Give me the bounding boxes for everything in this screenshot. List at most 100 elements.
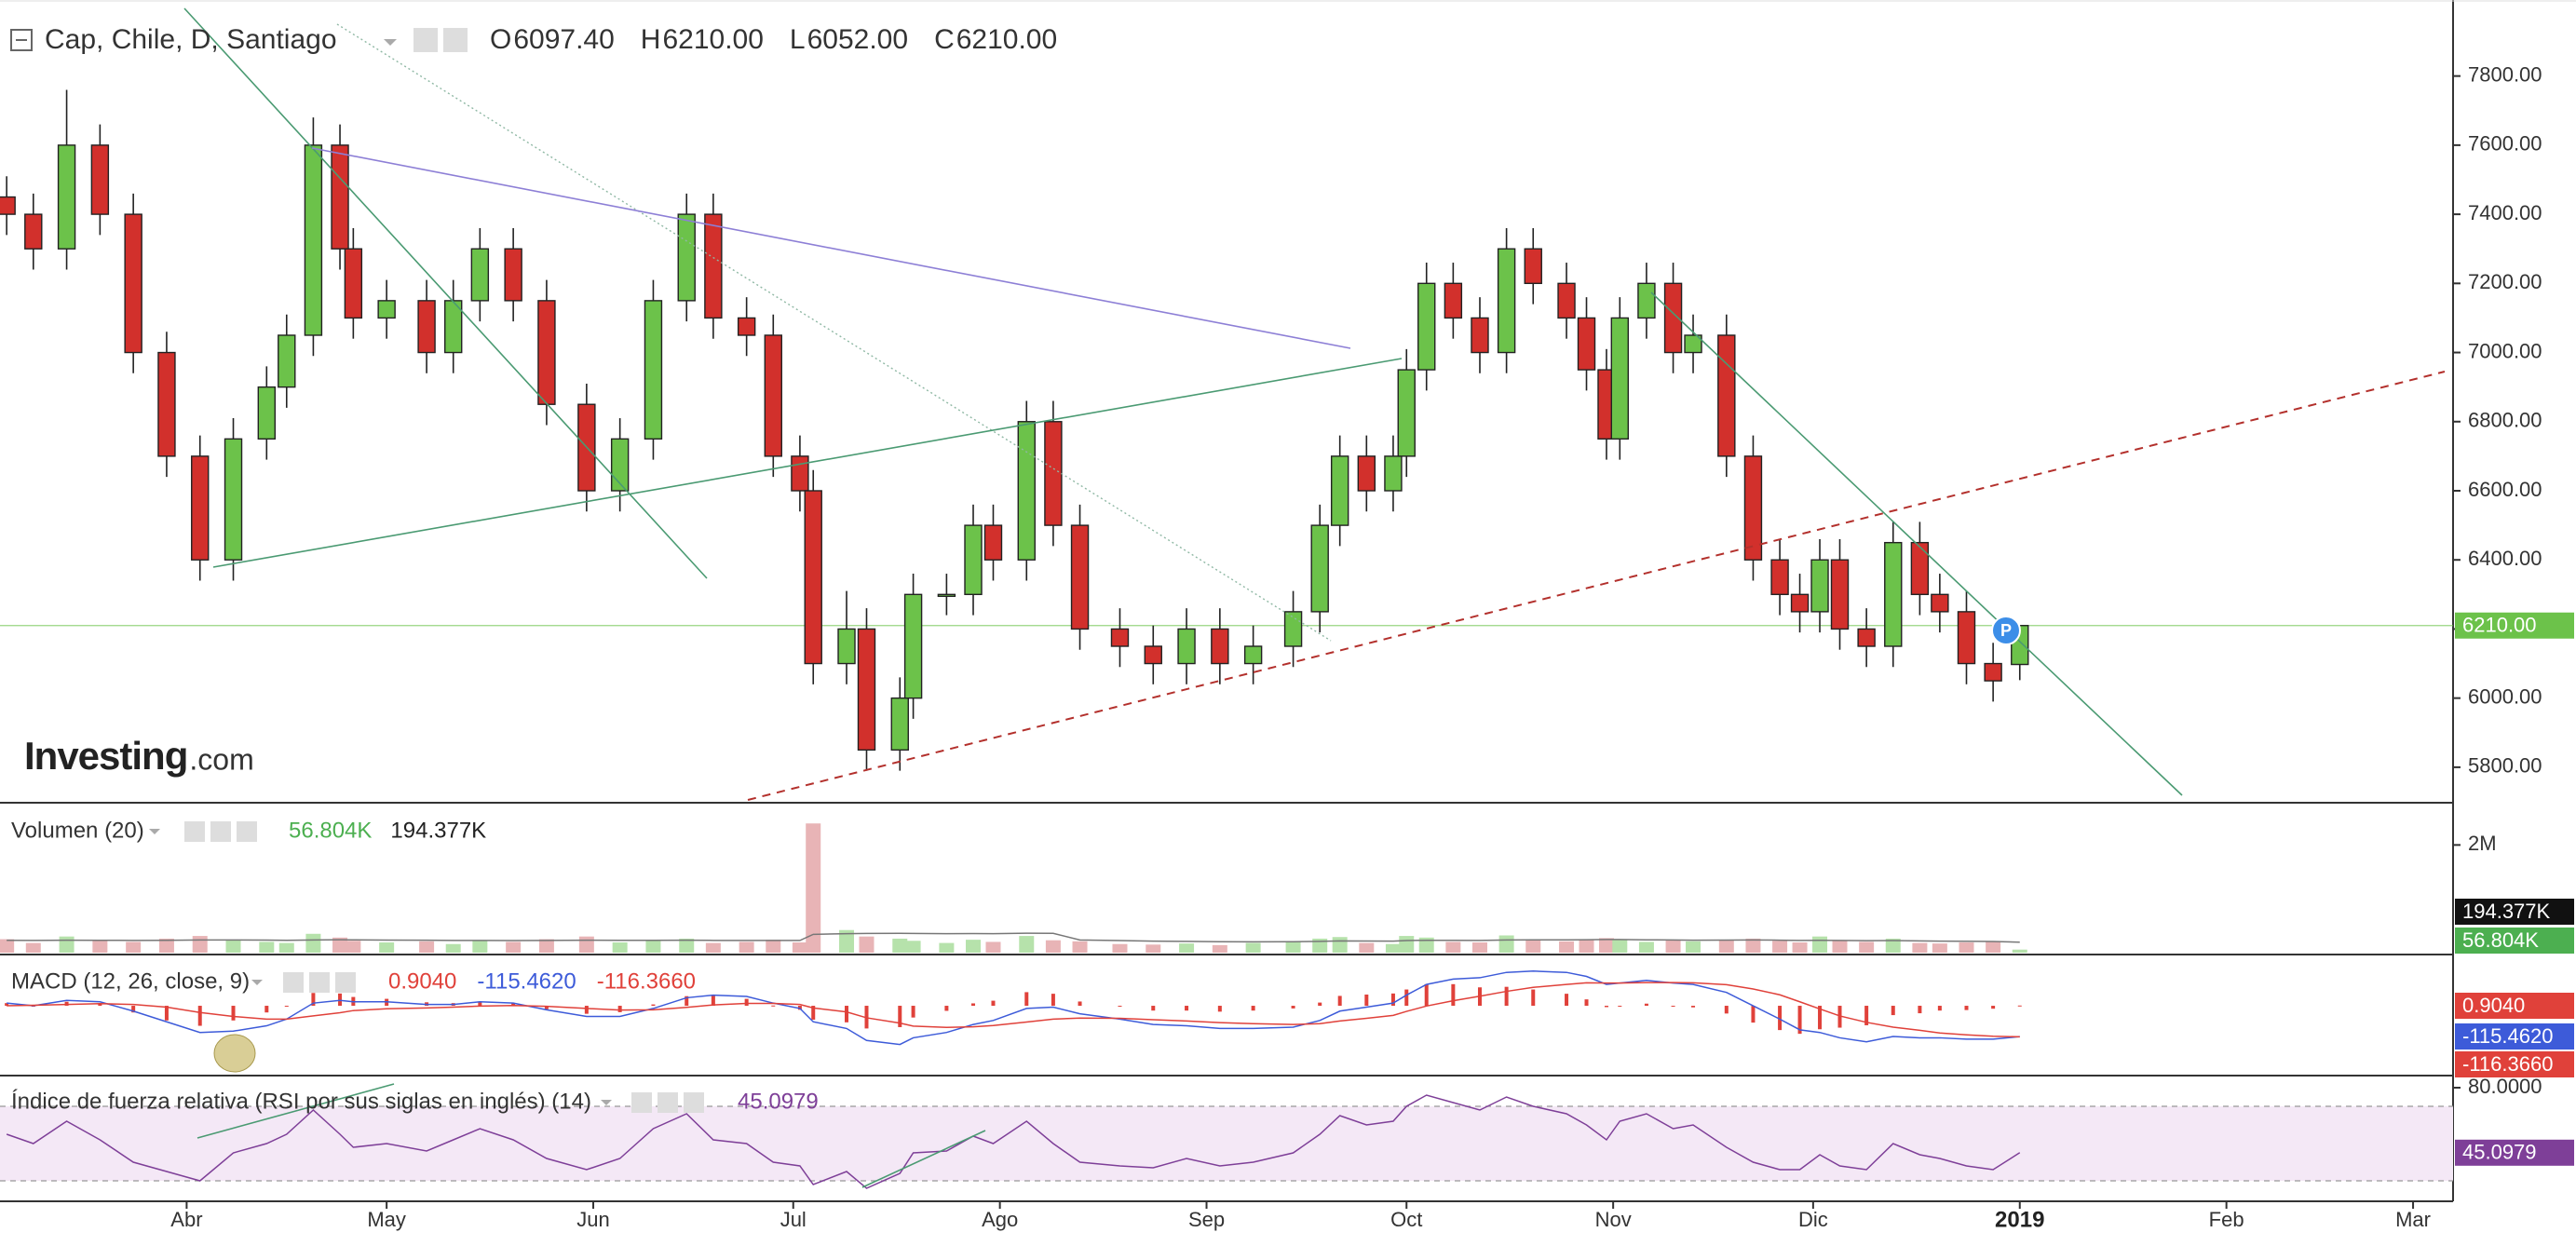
macd-histogram-bar <box>231 1006 236 1021</box>
indicator-title: Índice de fuerza relativa (RSI por sus s… <box>11 1089 591 1114</box>
candle-body <box>1931 593 1949 613</box>
volume-bar <box>278 942 294 953</box>
dropdown-arrow[interactable] <box>601 1100 612 1105</box>
watermark-brand: Investing <box>24 734 187 778</box>
rsi-value: 45.0979 <box>738 1089 819 1114</box>
macd-histogram-bar <box>991 1000 996 1007</box>
candle-body <box>964 524 983 596</box>
volume-header-icons <box>149 821 257 842</box>
settings-button[interactable] <box>443 28 468 52</box>
marker-circle[interactable] <box>1991 616 2021 645</box>
eye-button[interactable] <box>414 28 438 52</box>
close-button[interactable] <box>237 821 257 842</box>
macd-histogram-bar <box>1604 1006 1608 1008</box>
candle-body <box>1330 455 1349 526</box>
volume-bar <box>766 940 781 953</box>
candle-body <box>1397 369 1416 457</box>
macd-histogram-bar <box>264 1006 269 1013</box>
settings-button[interactable] <box>210 821 231 842</box>
settings-button[interactable] <box>309 972 330 993</box>
candle-body <box>937 593 956 598</box>
macd-histogram-bar <box>1151 1006 1156 1011</box>
macd-histogram-bar <box>1818 1006 1823 1030</box>
marker-letter: P <box>2000 621 2012 640</box>
settings-button[interactable] <box>658 1092 678 1113</box>
macd-histogram-bar <box>131 1006 136 1013</box>
x-tick-label: May <box>367 1208 406 1231</box>
candle-body <box>1957 611 1976 665</box>
position-marker[interactable]: P <box>1991 616 2021 645</box>
rsi-band <box>0 1106 2453 1181</box>
macd-histogram-bar <box>1724 1006 1729 1014</box>
ohlc-label: O <box>490 24 511 55</box>
eye-button[interactable] <box>283 972 304 993</box>
macd-tag: -115.4620 <box>2462 1024 2553 1048</box>
candle-body <box>890 697 909 752</box>
macd-histogram-bar <box>1451 983 1456 1007</box>
volume-bar <box>1399 936 1415 953</box>
macd-histogram-bar <box>1390 993 1395 1007</box>
candle-body <box>1610 317 1629 440</box>
signal-tag: -116.3660 <box>2462 1052 2553 1076</box>
macd-histogram-bar <box>338 993 343 1007</box>
symbol-title: Cap, Chile, D, Santiago <box>45 24 337 55</box>
volume-bar <box>939 942 955 953</box>
volume-bar <box>679 938 695 953</box>
candle-body <box>983 524 1003 561</box>
macd-histogram-bar <box>685 995 689 1007</box>
close-button[interactable] <box>335 972 356 993</box>
macd-histogram-bar <box>1991 1006 1996 1009</box>
volume-bar <box>1045 940 1061 953</box>
volume-bar <box>905 941 921 953</box>
candle-body <box>1884 541 1903 647</box>
candle-body <box>837 628 856 665</box>
candle-body <box>1857 628 1876 647</box>
signal-line <box>7 982 2020 1038</box>
macd-histogram-bar <box>1864 1006 1869 1025</box>
volume-bar <box>1745 938 1761 953</box>
macd-histogram-bar <box>1964 1006 1969 1010</box>
volume-bar <box>506 941 522 953</box>
volume-bar <box>985 941 1001 953</box>
close-button[interactable] <box>684 1092 704 1113</box>
macd-histogram-bar <box>1251 1006 1255 1011</box>
volume-bar <box>1598 938 1614 953</box>
x-tick-label: Jul <box>780 1208 807 1231</box>
collapse-button[interactable] <box>10 29 33 51</box>
macd-histogram-bar <box>1644 1003 1648 1007</box>
volume-bar <box>25 942 41 953</box>
candle-body <box>90 144 110 215</box>
dropdown-arrow[interactable] <box>251 980 263 985</box>
candle-body <box>1144 645 1162 665</box>
eye-button[interactable] <box>184 821 205 842</box>
candle-body <box>224 438 243 561</box>
dropdown-arrow[interactable] <box>384 39 397 46</box>
volume-bar <box>1212 944 1227 953</box>
candle-body <box>24 213 43 250</box>
candle-body <box>1637 282 1656 319</box>
volume-bar <box>1638 941 1654 953</box>
volume-bar <box>1812 936 1828 953</box>
volume-bar <box>1912 942 1928 953</box>
volume-bar <box>59 936 75 953</box>
x-tick-label: Dic <box>1798 1208 1828 1231</box>
ohlc-value: 6210.00 <box>662 24 763 55</box>
y-tick-label: 7200.00 <box>2468 270 2542 293</box>
candle-body <box>1810 559 1829 613</box>
volume-bar <box>1859 941 1875 953</box>
candle-body <box>344 248 363 319</box>
watermark-suffix: .com <box>189 742 253 776</box>
candle-body <box>1557 282 1576 319</box>
macd-histogram-bar <box>898 1006 902 1027</box>
ohlc-value: 6052.00 <box>807 24 908 55</box>
macd-histogram-bar <box>5 1003 9 1007</box>
macd-histogram-bar <box>845 1006 849 1023</box>
volume-bar <box>1179 943 1195 953</box>
trend-line <box>311 147 1351 349</box>
volume-bar <box>1019 936 1035 953</box>
y-tick-label: 7600.00 <box>2468 132 2542 156</box>
eye-button[interactable] <box>631 1092 652 1113</box>
dropdown-arrow[interactable] <box>149 829 160 834</box>
volume-ma-tag-bg <box>2455 899 2574 925</box>
